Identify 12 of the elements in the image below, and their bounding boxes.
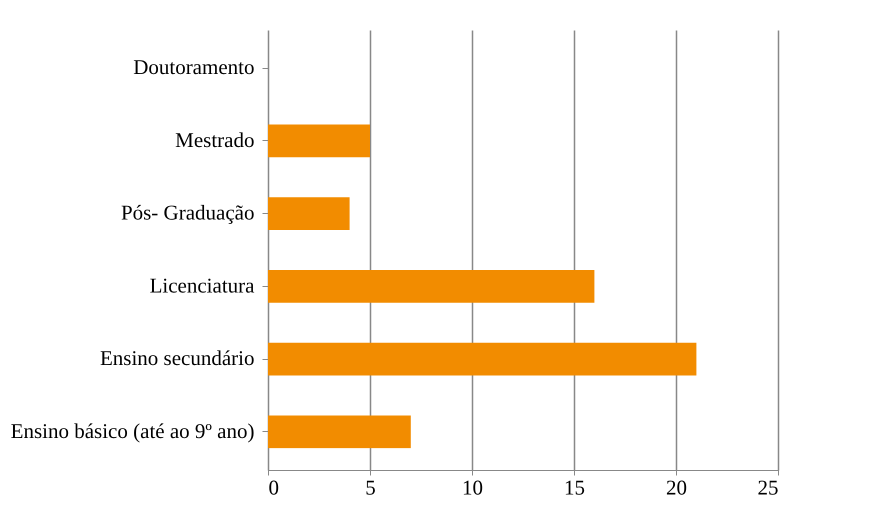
y-tick-label: Ensino básico (até ao 9º ano) — [10, 418, 254, 443]
x-tick-label: 15 — [564, 476, 585, 500]
x-tick-label: 5 — [365, 476, 376, 500]
x-tick-label: 10 — [462, 476, 483, 500]
y-tick-label: Mestrado — [175, 128, 254, 152]
x-tick-label: 0 — [268, 476, 279, 500]
x-tick-label: 20 — [666, 476, 687, 500]
y-tick-label: Licenciatura — [150, 273, 256, 298]
x-tick-label: 25 — [758, 476, 778, 500]
y-tick-label: Pós- Graduação — [120, 200, 254, 225]
y-tick-label: Ensino secundário — [100, 346, 254, 370]
y-tick-label: Doutoramento — [133, 55, 254, 80]
